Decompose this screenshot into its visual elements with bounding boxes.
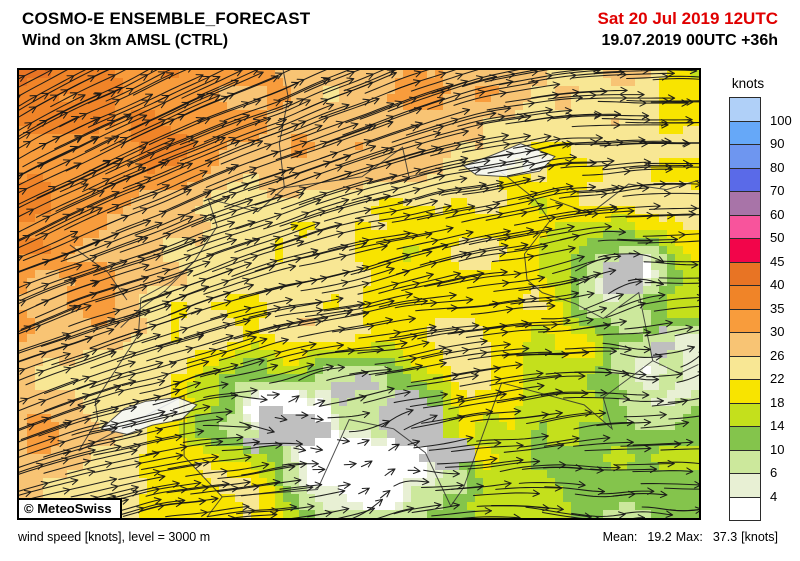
- legend-tick-label: 26: [770, 347, 785, 363]
- legend-tick-label: 22: [770, 371, 785, 386]
- legend-tick-label: 90: [770, 136, 785, 151]
- legend-color-swatch: [729, 426, 761, 451]
- legend-color-swatch: [729, 496, 761, 521]
- wind-map: © MeteoSwiss: [17, 68, 701, 520]
- level-label: wind speed [knots], level = 3000 m: [18, 530, 211, 544]
- legend-tick-label: 6: [770, 465, 778, 480]
- legend-tick-label: 40: [770, 277, 785, 292]
- legend-color-swatch: [729, 473, 761, 498]
- stats-line: Mean: 19.2 Max: 37.3 [knots]: [599, 530, 778, 544]
- legend-color-swatch: [729, 167, 761, 192]
- init-time: 19.07.2019 00UTC +36h: [601, 32, 778, 49]
- legend-tick-label: 80: [770, 159, 785, 175]
- legend-color-swatch: [729, 332, 761, 357]
- mean-label: Mean:: [602, 530, 638, 544]
- wind-field-canvas: [19, 70, 699, 518]
- legend-tick-label: 30: [770, 324, 785, 339]
- product-title: COSMO-E ENSEMBLE_FORECAST: [22, 9, 311, 28]
- legend-color-swatch: [729, 191, 761, 216]
- legend-color-swatch: [729, 238, 761, 263]
- legend-color-swatch: [729, 355, 761, 380]
- max-value: 37.3: [712, 530, 738, 544]
- mean-value: 19.2: [647, 530, 672, 544]
- legend-color-swatch: [729, 402, 761, 427]
- time-block: Sat 20 Jul 2019 12UTC 19.07.2019 00UTC +…: [598, 9, 778, 50]
- legend-tick-label: 4: [770, 488, 778, 504]
- legend-color-swatch: [729, 308, 761, 333]
- legend-tick-label: 100: [770, 112, 792, 128]
- legend-color-swatch: [729, 379, 761, 404]
- title-block: COSMO-E ENSEMBLE_FORECAST Wind on 3km AM…: [22, 9, 310, 50]
- legend-tick-label: 50: [770, 230, 785, 245]
- legend-color-swatch: [729, 214, 761, 239]
- product-subtitle: Wind on 3km AMSL (CTRL): [22, 32, 229, 49]
- legend-color-swatch: [729, 120, 761, 145]
- legend-tick-label: 18: [770, 394, 785, 410]
- legend-unit-label: knots: [731, 76, 765, 91]
- legend-tick-label: 45: [770, 253, 785, 269]
- stats-unit: [knots]: [741, 530, 778, 544]
- legend-color-swatch: [729, 261, 761, 286]
- legend-tick-label: 14: [770, 418, 785, 433]
- copyright-badge: © MeteoSwiss: [19, 498, 122, 518]
- legend-color-swatch: [729, 449, 761, 474]
- max-label: Max:: [675, 530, 703, 544]
- legend-color-swatch: [729, 285, 761, 310]
- legend-tick-label: 35: [770, 300, 785, 316]
- legend-tick-label: 70: [770, 183, 785, 198]
- legend-color-swatch: [729, 97, 761, 122]
- legend-tick-label: 10: [770, 441, 785, 457]
- valid-time: Sat 20 Jul 2019 12UTC: [597, 9, 778, 28]
- legend-color-swatch: [729, 144, 761, 169]
- wind-speed-legend: 100 90 80 70 60 50 45 40 35 30 26 22 18 14 10 6 4: [729, 97, 799, 521]
- legend-tick-label: 60: [770, 206, 785, 222]
